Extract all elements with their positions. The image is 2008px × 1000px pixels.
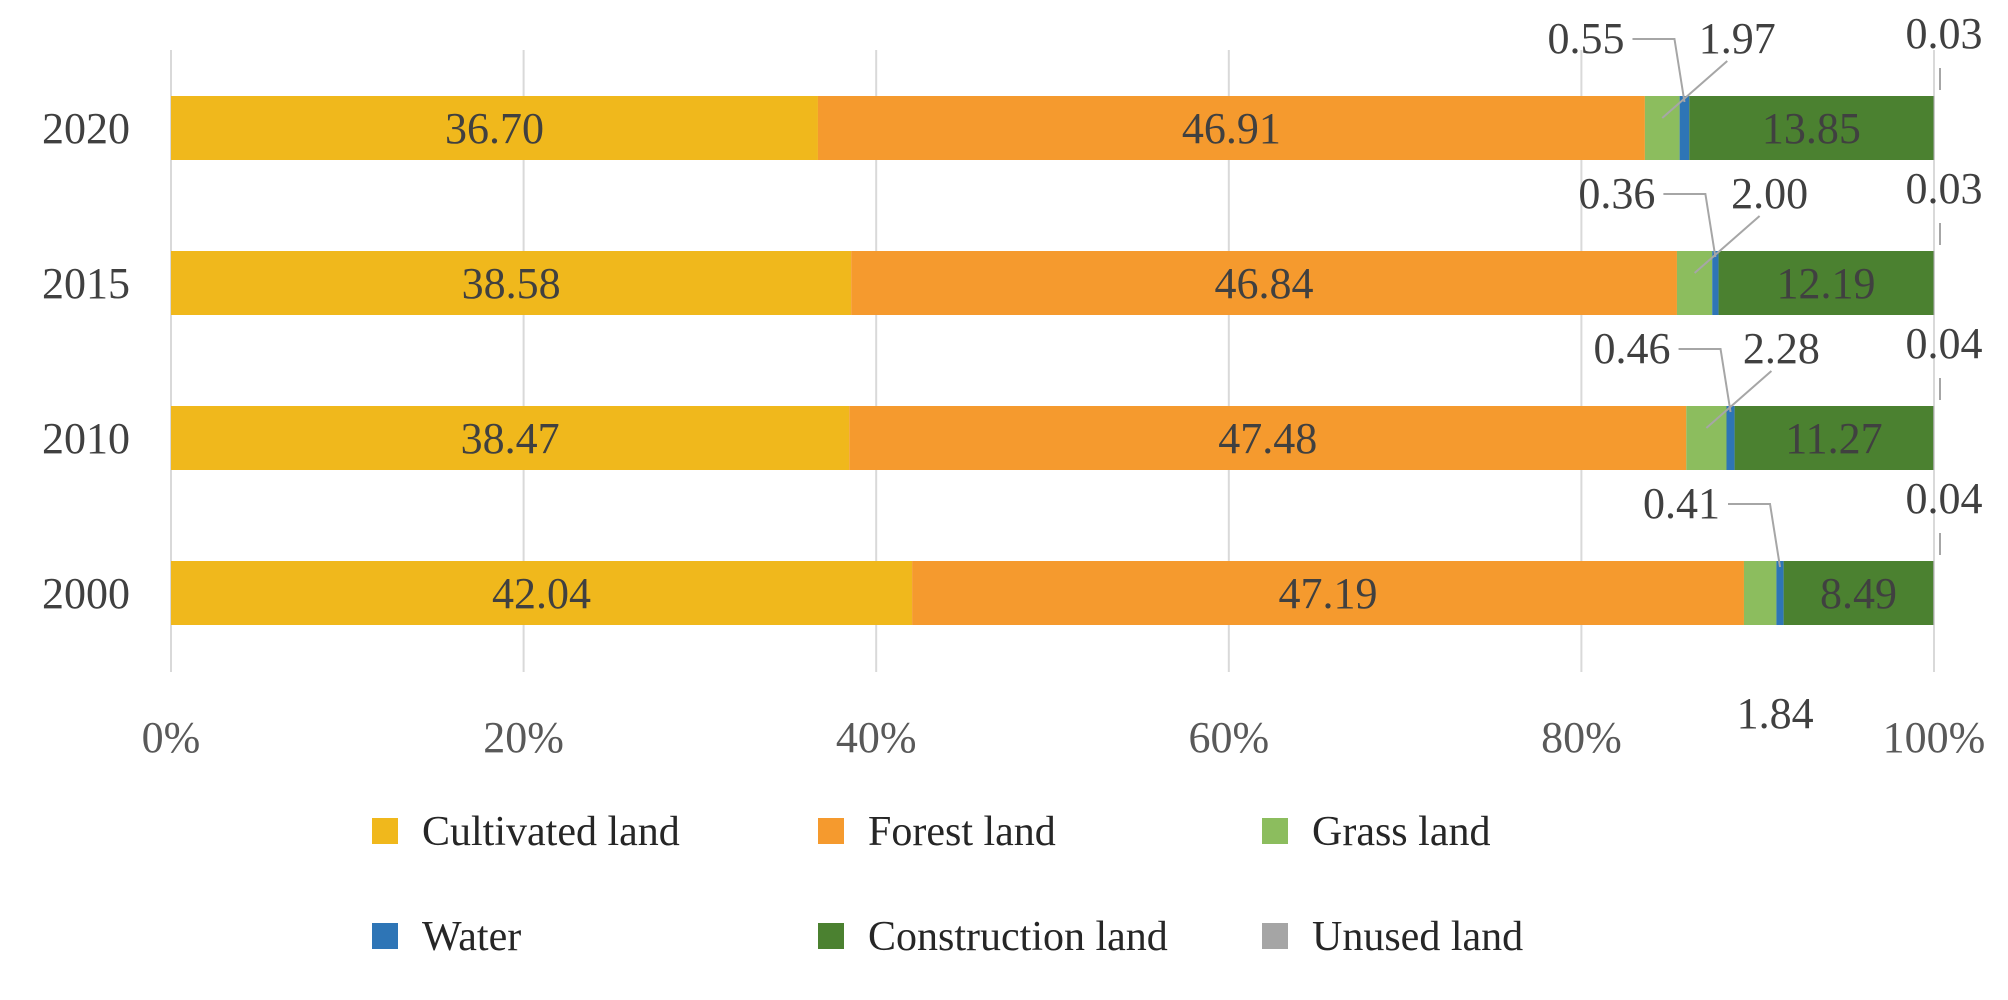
data-label: 2.28 xyxy=(1743,324,1820,373)
data-label: 12.19 xyxy=(1777,259,1876,308)
bar-segment-water xyxy=(1776,561,1784,625)
bar-segment-forest-land xyxy=(912,561,1744,625)
x-tick-label: 60% xyxy=(1188,713,1269,762)
bar-segment-unused-land xyxy=(1933,561,1935,625)
bar-segment-construction-land xyxy=(1783,561,1934,625)
bar-segment-water xyxy=(1679,96,1690,160)
data-label: 47.48 xyxy=(1218,414,1317,463)
data-label: 0.55 xyxy=(1547,14,1624,63)
legend-swatch xyxy=(818,923,844,949)
bar-segment-unused-land xyxy=(1933,251,1935,315)
category-label: 2010 xyxy=(42,414,130,463)
data-label: 46.91 xyxy=(1182,104,1281,153)
bar-segment-forest-land xyxy=(849,406,1687,470)
bar-segment-cultivated-land xyxy=(171,96,818,160)
data-label: 36.70 xyxy=(445,104,544,153)
bar-segment-unused-land xyxy=(1933,96,1935,160)
data-label: 0.46 xyxy=(1594,324,1671,373)
legend-swatch xyxy=(372,818,398,844)
axes: 0% 20% 40% 60% 80% 100% 2020 2015 2010 2000 xyxy=(42,104,1985,762)
leader-line xyxy=(1661,60,1728,119)
bar-segment-construction-land xyxy=(1718,251,1934,315)
data-label: 0.41 xyxy=(1643,479,1720,528)
legend-label: Water xyxy=(422,914,521,960)
legend-label: Unused land xyxy=(1312,914,1523,960)
data-label: 0.03 xyxy=(1906,9,1983,58)
leader-line xyxy=(1693,215,1761,274)
leader-line xyxy=(1678,348,1732,413)
bar-segment-cultivated-land xyxy=(171,406,850,470)
leader-line xyxy=(1632,38,1686,103)
legend-swatch xyxy=(818,818,844,844)
data-label: 47.19 xyxy=(1279,569,1378,618)
leader-line xyxy=(1728,503,1782,568)
legend: Cultivated land Forest land Grass land Wate… xyxy=(372,809,1523,960)
bar-segment-cultivated-land xyxy=(171,251,852,315)
legend-label: Construction land xyxy=(868,914,1168,960)
bar-segment-water xyxy=(1712,251,1719,315)
bar-segment-forest-land xyxy=(817,96,1645,160)
data-label: 1.84 xyxy=(1737,689,1814,738)
bar-segment-unused-land xyxy=(1933,406,1935,470)
bar-segment-grass-land xyxy=(1644,96,1680,160)
data-label: 0.04 xyxy=(1906,474,1983,523)
bars xyxy=(171,96,1935,625)
legend-swatch xyxy=(1262,923,1288,949)
bar-segment-water xyxy=(1726,406,1735,470)
data-label: 0.03 xyxy=(1906,164,1983,213)
data-label: 11.27 xyxy=(1785,414,1882,463)
bar-segment-construction-land xyxy=(1734,406,1934,470)
legend-swatch xyxy=(372,923,398,949)
x-tick-label: 20% xyxy=(483,713,564,762)
data-label: 8.49 xyxy=(1820,569,1897,618)
bar-segment-forest-land xyxy=(851,251,1677,315)
data-label: 2.00 xyxy=(1731,169,1808,218)
leader-lines xyxy=(1632,38,1941,568)
data-label: 13.85 xyxy=(1762,104,1861,153)
bar-segment-cultivated-land xyxy=(171,561,913,625)
data-label: 46.84 xyxy=(1215,259,1314,308)
x-tick-label: 40% xyxy=(836,713,917,762)
legend-label: Forest land xyxy=(868,809,1056,855)
legend-label: Cultivated land xyxy=(422,809,680,855)
x-tick-label: 80% xyxy=(1541,713,1622,762)
data-label: 0.36 xyxy=(1578,169,1655,218)
leader-line xyxy=(1705,370,1773,429)
bar-segment-construction-land xyxy=(1689,96,1934,160)
category-label: 2015 xyxy=(42,259,130,308)
data-label: 0.04 xyxy=(1906,319,1983,368)
data-labels: 36.70 46.91 13.85 0.55 0.03 1.97 38.58 46.84 12.… xyxy=(445,9,1983,738)
leader-line xyxy=(1663,193,1717,258)
data-label: 38.58 xyxy=(462,259,561,308)
x-tick-label: 0% xyxy=(142,713,201,762)
legend-label: Grass land xyxy=(1312,809,1490,855)
x-tick-label: 100% xyxy=(1883,713,1986,762)
data-label: 38.47 xyxy=(461,414,560,463)
data-label: 42.04 xyxy=(492,569,591,618)
legend-swatch xyxy=(1262,818,1288,844)
bar-segment-grass-land xyxy=(1676,251,1713,315)
category-label: 2020 xyxy=(42,104,130,153)
category-label: 2000 xyxy=(42,569,130,618)
bar-segment-grass-land xyxy=(1743,561,1777,625)
data-label: 1.97 xyxy=(1699,14,1776,63)
